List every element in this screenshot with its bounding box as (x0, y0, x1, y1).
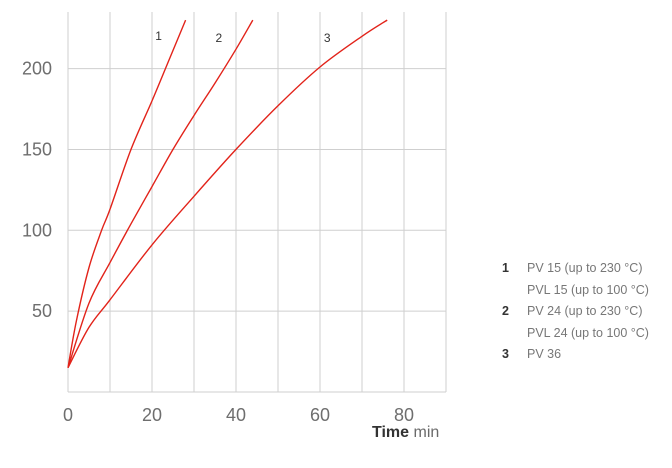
legend-number (502, 280, 527, 302)
x-tick-label: 40 (226, 405, 246, 425)
legend-item: 1 PV 15 (up to 230 °C) (502, 258, 649, 280)
legend-text: PVL 24 (up to 100 °C) (527, 325, 649, 340)
x-tick-label: 60 (310, 405, 330, 425)
series-line-2 (67, 19, 254, 368)
legend-text: PVL 15 (up to 100 °C) (527, 282, 649, 297)
legend-number: 3 (502, 347, 509, 361)
labels: 50 100 150 200 0 20 40 60 80 1 2 3 (22, 29, 414, 425)
legend-number: 2 (502, 304, 509, 318)
x-axis-title: Time min (372, 424, 439, 442)
legend-number: 1 (502, 261, 509, 275)
x-axis-unit: min (413, 424, 440, 441)
x-tick-label: 20 (142, 405, 162, 425)
y-tick-label: 200 (22, 59, 52, 79)
series-label-2: 2 (215, 31, 222, 45)
series-label-3: 3 (324, 31, 331, 45)
legend-text: PV 36 (527, 347, 562, 361)
y-tick-label: 50 (32, 301, 52, 321)
x-tick-label: 80 (394, 405, 414, 425)
curves (67, 19, 388, 369)
legend: 1 PV 15 (up to 230 °C) PVL 15 (up to 100 °… (502, 258, 649, 366)
x-axis-label: Time (372, 424, 410, 441)
series-line-3 (67, 19, 388, 369)
legend-item: 3 PV 36 (502, 344, 649, 366)
legend-text: PV 24 (up to 230 °C) (527, 304, 643, 318)
legend-item: PVL 15 (up to 100 °C) (502, 280, 649, 302)
legend-number (502, 323, 527, 345)
legend-text: PV 15 (up to 230 °C) (527, 261, 643, 275)
legend-item: PVL 24 (up to 100 °C) (502, 323, 649, 345)
series-line-1 (67, 19, 187, 368)
y-tick-label: 150 (22, 139, 52, 159)
y-tick-label: 100 (22, 220, 52, 240)
series-label-1: 1 (155, 29, 162, 43)
grid (67, 12, 447, 393)
x-tick-label: 0 (63, 405, 73, 425)
legend-item: 2 PV 24 (up to 230 °C) (502, 301, 649, 323)
